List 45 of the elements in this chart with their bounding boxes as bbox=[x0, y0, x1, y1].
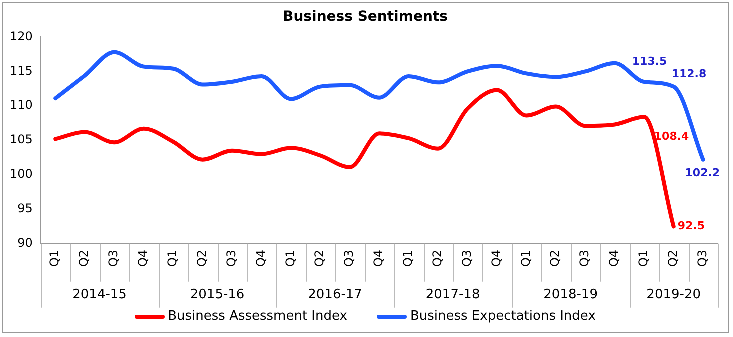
data-label: 108.4 bbox=[654, 130, 690, 143]
y-tick-label: 95 bbox=[18, 202, 33, 216]
x-tick-label: Q2 bbox=[548, 250, 562, 268]
x-tick-label: Q4 bbox=[136, 250, 150, 268]
x-tick-label: Q2 bbox=[430, 250, 444, 268]
data-label: 92.5 bbox=[678, 220, 705, 233]
x-tick-label: Q1 bbox=[401, 250, 416, 268]
text: 2018-19 bbox=[544, 287, 598, 302]
x-tick-label: Q2 bbox=[194, 250, 209, 268]
y-tick-label: 90 bbox=[18, 236, 33, 250]
legend-label: Business Expectations Index bbox=[410, 309, 596, 324]
x-tick-label: Q2 bbox=[312, 250, 327, 268]
x-tick-label: Q2 bbox=[77, 250, 92, 268]
text: 2017-18 bbox=[426, 287, 480, 302]
x-tick-label: Q1 bbox=[283, 250, 298, 268]
x-tick-label: Q3 bbox=[106, 250, 121, 268]
line-series bbox=[54, 50, 706, 162]
y-tick-label: 120 bbox=[10, 29, 33, 44]
data-label: 102.2 bbox=[685, 166, 720, 180]
x-tick-label: Q3 bbox=[224, 250, 238, 268]
text: 2015-16 bbox=[190, 287, 245, 302]
x-tick-label: Q3 bbox=[460, 250, 474, 268]
x-tick-label: Q3 bbox=[578, 250, 592, 268]
y-tick-label: 100 bbox=[10, 167, 33, 182]
x-tick-label: Q4 bbox=[607, 250, 622, 268]
x-tick-label: Q1 bbox=[166, 250, 180, 268]
x-tick-label: Q4 bbox=[489, 250, 504, 268]
legend-label: Business Assessment Index bbox=[168, 309, 348, 324]
text: 2016-17 bbox=[308, 287, 362, 302]
x-tick-label: Q1 bbox=[636, 250, 651, 268]
x-tick-label: Q2 bbox=[666, 250, 680, 268]
x-tick-label: Q4 bbox=[372, 250, 386, 268]
x-tick-label: Q4 bbox=[254, 250, 268, 268]
y-tick-label: 115 bbox=[10, 64, 33, 78]
chart-title: Business Sentiments bbox=[282, 9, 449, 25]
x-tick-label: Q1 bbox=[518, 250, 533, 268]
y-tick-label: 105 bbox=[10, 132, 33, 147]
text: 2019-20 bbox=[646, 287, 702, 302]
text: 2014-15 bbox=[72, 287, 127, 302]
data-label: 113.5 bbox=[632, 54, 668, 68]
data-label: 112.8 bbox=[672, 68, 707, 81]
x-tick-label: Q3 bbox=[695, 250, 710, 268]
x-tick-label: Q3 bbox=[342, 250, 356, 268]
y-tick-label: 110 bbox=[10, 98, 33, 112]
x-tick-label: Q1 bbox=[48, 250, 62, 268]
